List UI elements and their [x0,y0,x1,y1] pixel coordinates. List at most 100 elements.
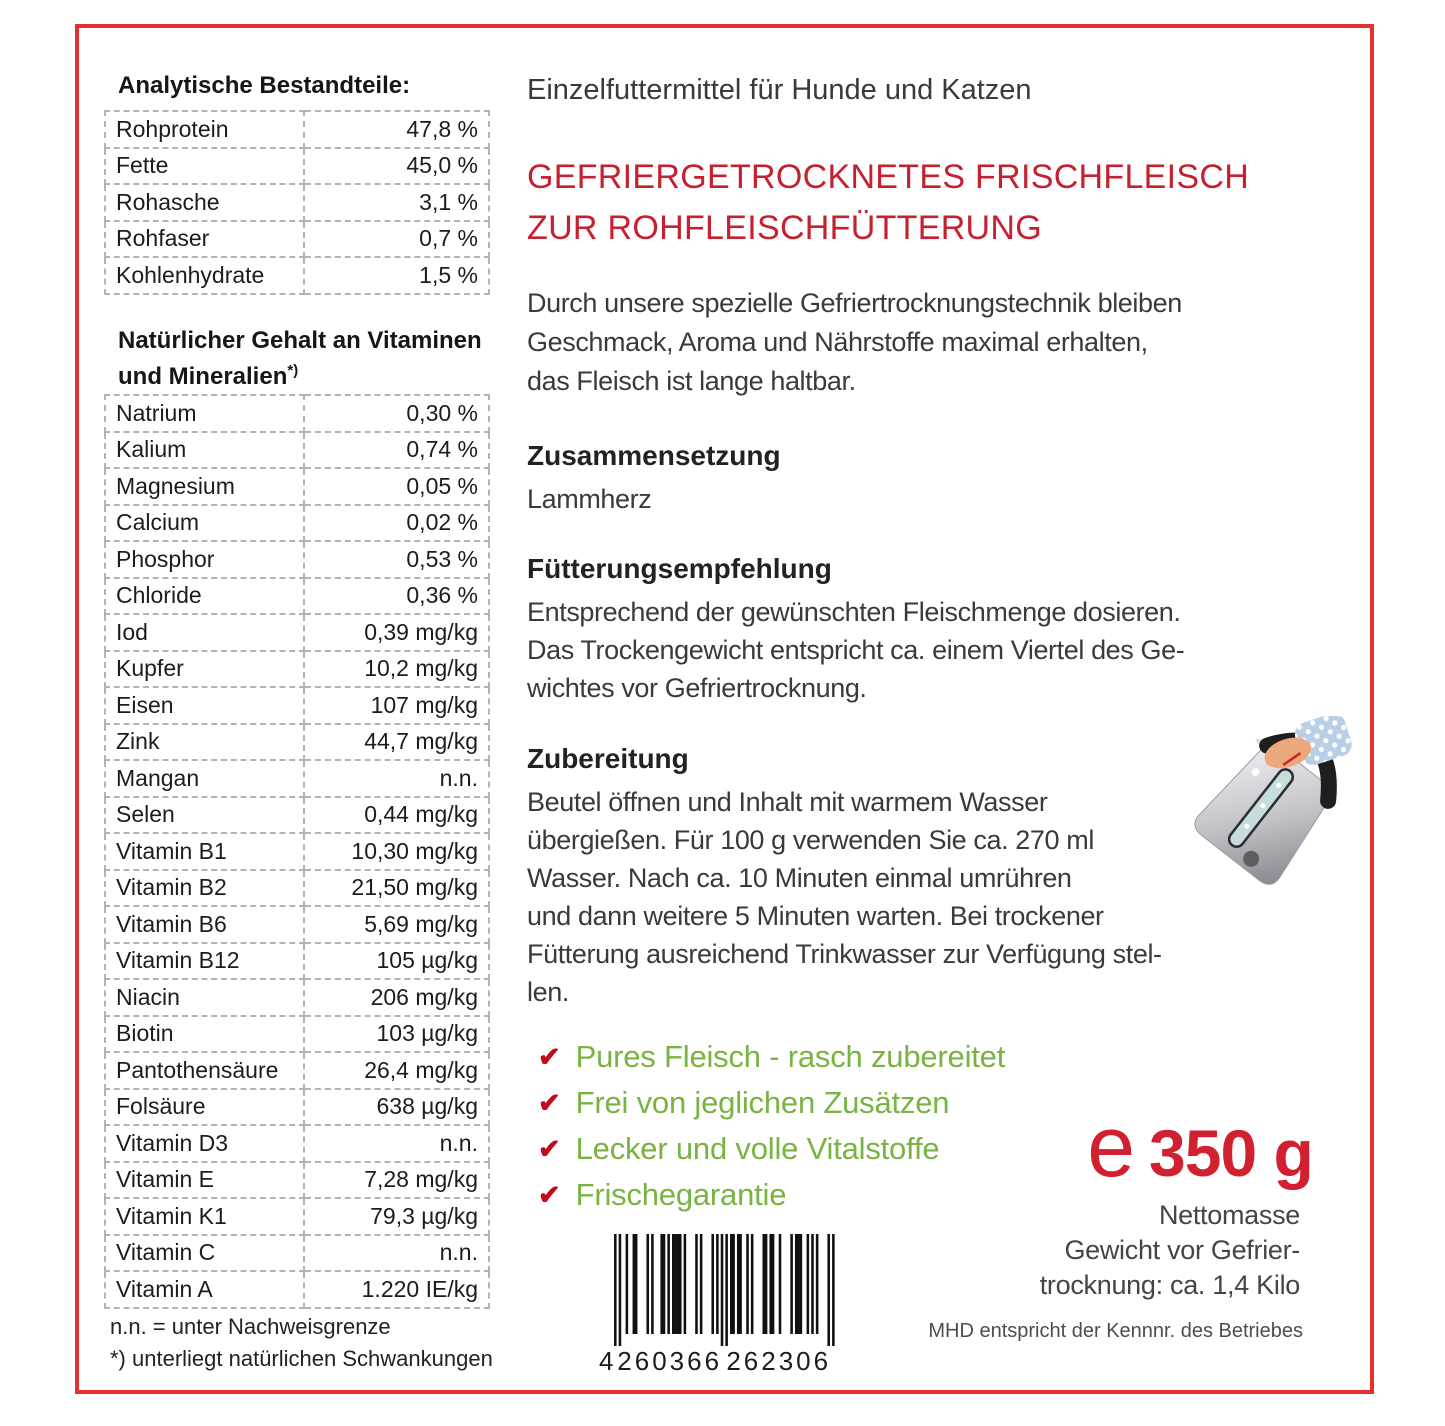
checklist-item: ✔ Frischegarantie [538,1172,1005,1218]
hand-with-mitt [1264,716,1352,769]
nutrient-value: 0,53 % [302,540,491,579]
nutrient-label: Vitamin C [104,1233,305,1272]
section-heading: Zusammensetzung [527,440,781,471]
table-row: Niacin 206 mg/kg [104,978,491,1017]
table-row: Mangan n.n. [104,759,491,798]
nutrient-value: 0,30 % [302,394,491,433]
nutrient-label: Chloride [104,576,305,615]
table-row: Rohasche 3,1 % [104,183,491,222]
barcode-bar [832,1234,835,1346]
nutrient-label: Magnesium [104,467,305,506]
nutrient-value: 0,44 mg/kg [302,795,491,834]
nutrient-value: 0,36 % [302,576,491,615]
table-row: Kupfer 10,2 mg/kg [104,649,491,688]
footnote-asterisk: *) unterliegt natürlichen Schwankungen [110,1346,493,1371]
barcode-bar [678,1234,682,1334]
nutrient-value: 44,7 mg/kg [302,722,491,761]
nutrient-label: Rohasche [104,183,305,222]
table-row: Vitamin K1 79,3 µg/kg [104,1197,491,1236]
barcode-bar [651,1234,654,1334]
barcode-bar [827,1234,831,1346]
barcode-bar [811,1234,814,1334]
nutrient-value: n.n. [302,1233,491,1272]
analytical-heading: Analytische Bestandteile: [118,72,411,99]
nutrient-value: 103 µg/kg [302,1014,491,1053]
nutrient-label: Natrium [104,394,305,433]
checklist-item: ✔ Lecker und volle Vitalstoffe [538,1126,1005,1172]
nutrient-label: Niacin [104,978,305,1017]
nutrient-label: Vitamin B1 [104,832,305,871]
nutrient-value: 0,02 % [302,503,491,542]
barcode-bar [711,1234,715,1334]
analytical-table: Rohprotein 47,8 % Fette 45,0 % Rohasche 3,1 %… [104,110,491,295]
nutrient-value: 21,50 mg/kg [302,868,491,907]
table-row: Vitamin A 1.220 IE/kg [104,1270,491,1309]
product-description: Durch unsere spezielle Gefriertrocknungs… [527,288,1182,396]
nutrient-label: Calcium [104,503,305,542]
nutrient-label: Vitamin E [104,1160,305,1199]
table-row: Phosphor 0,53 % [104,540,491,579]
nutrient-label: Pantothensäure [104,1051,305,1090]
barcode-digit-first: 4 [599,1346,616,1376]
nutrient-label: Vitamin B12 [104,941,305,980]
barcode-bar [660,1234,663,1334]
barcode-bar [725,1234,728,1346]
barcode-bar [746,1234,749,1334]
checkmark-icon: ✔ [538,1133,561,1164]
table-row: Eisen 107 mg/kg [104,686,491,725]
barcode-bar [720,1234,724,1346]
nutrient-value: n.n. [302,759,491,798]
barcode-bar [732,1234,735,1334]
nutrient-label: Iod [104,613,305,652]
table-row: Vitamin D3 n.n. [104,1124,491,1163]
barcode: 4 260366 262306 [599,1234,835,1376]
barcode-bar [676,1234,680,1334]
nutrient-value: 1.220 IE/kg [302,1270,491,1309]
table-row: Pantothensäure 26,4 mg/kg [104,1051,491,1090]
nutrient-label: Kupfer [104,649,305,688]
checkmark-icon: ✔ [538,1087,561,1118]
table-row: Rohfaser 0,7 % [104,219,491,258]
estimated-sign: e [1087,1099,1136,1195]
barcode-bar [730,1234,733,1334]
mhd-note: MHD entspricht der Kennnr. des Betriebes [928,1320,1303,1342]
section-body: Lammherz [527,484,652,514]
net-weight: e 350 g [1085,1104,1315,1190]
barcode-bar [762,1234,766,1334]
nutrient-value: 0,7 % [302,219,491,258]
nutrient-value: 10,30 mg/kg [302,832,491,871]
nutrient-label: Selen [104,795,305,834]
nutrient-label: Vitamin D3 [104,1124,305,1163]
checkmark-icon: ✔ [538,1179,561,1210]
vitamins-table: Natrium 0,30 % Kalium 0,74 % Magnesium 0,05 %… [104,394,491,1309]
nutrient-value: n.n. [302,1124,491,1163]
section-body: Entsprechend der gewünschten Fleischmeng… [527,597,1185,703]
vitamins-heading: Natürlicher Gehalt an Vitaminen und Mine… [118,326,482,392]
barcode-bar [646,1234,650,1334]
nutrient-value: 7,28 mg/kg [302,1160,491,1199]
table-row: Chloride 0,36 % [104,576,491,615]
net-weight-subtext: Nettomasse Gewicht vor Gefrier- trocknun… [1039,1200,1301,1300]
nutrient-label: Vitamin B2 [104,868,305,907]
section-composition: Zusammensetzung Lammherz [527,440,781,518]
nutrient-label: Kohlenhydrate [104,256,305,295]
nutrient-value: 638 µg/kg [302,1087,491,1126]
checklist-item-label: Pures Fleisch - rasch zubereitet [575,1039,1006,1074]
barcode-bar [815,1234,819,1334]
table-row: Fette 45,0 % [104,146,491,185]
checklist-item: ✔ Pures Fleisch - rasch zubereitet [538,1034,1005,1080]
nutrient-label: Rohfaser [104,219,305,258]
table-row: Kohlenhydrate 1,5 % [104,256,491,295]
nutrient-value: 26,4 mg/kg [302,1051,491,1090]
barcode-bar [667,1234,670,1334]
checklist-item-label: Lecker und volle Vitalstoffe [575,1131,940,1166]
table-row: Kalium 0,74 % [104,430,491,469]
barcode-bar [614,1234,617,1346]
benefits-checklist: ✔ Pures Fleisch - rasch zubereitet ✔ Frei v… [538,1034,1005,1218]
nutrient-value: 3,1 % [302,183,491,222]
barcode-bar [794,1234,798,1334]
barcode-bar [716,1234,719,1334]
nutrient-value: 0,74 % [302,430,491,469]
barcode-bar [790,1234,793,1334]
